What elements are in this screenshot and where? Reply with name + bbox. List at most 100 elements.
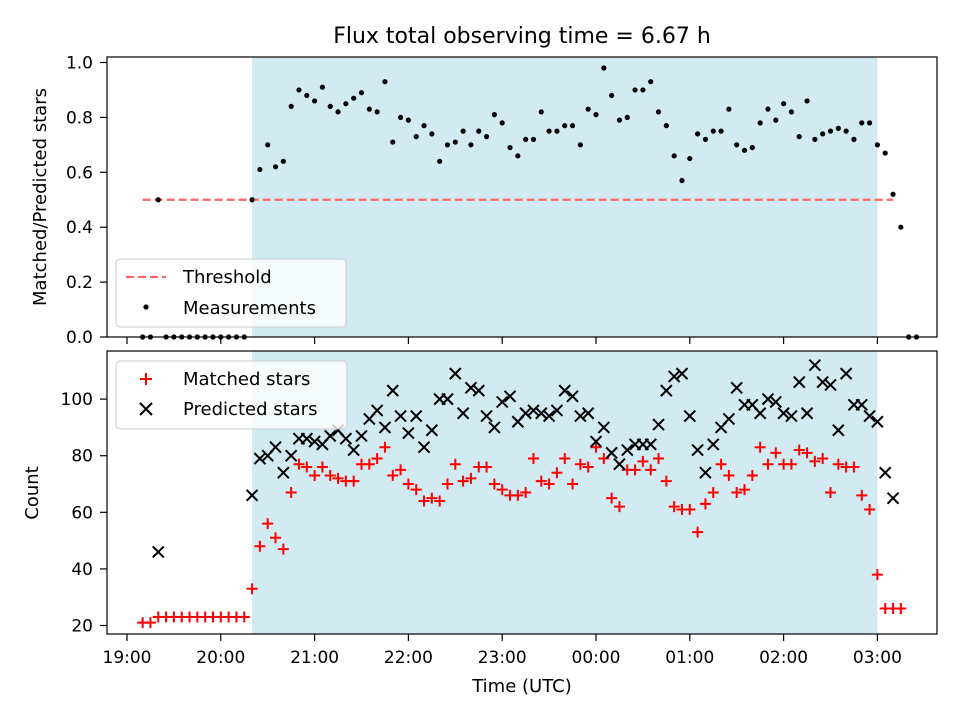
- measurement-point: [671, 153, 677, 159]
- predicted-star-point: [839, 367, 853, 380]
- matched-star-point: [496, 484, 508, 496]
- predicted-star-point: [253, 452, 267, 465]
- measurement-point: [343, 101, 349, 107]
- predicted-star-point: [691, 443, 704, 457]
- ratio-axes: 0.0 0.2 0.4 0.6 0.8 1.0: [66, 53, 879, 348]
- legend-matched-label: Matched stars: [183, 369, 310, 390]
- count-ytick-label: 100: [61, 390, 93, 410]
- predicted-star-point: [613, 457, 626, 471]
- predicted-star-point: [550, 404, 564, 417]
- matched-star-point: [731, 487, 743, 498]
- matched-star-point: [598, 453, 610, 465]
- matched-star-point: [825, 487, 836, 498]
- predicted-star-point: [574, 409, 587, 423]
- measurement-point: [757, 120, 763, 126]
- matched-star-point: [692, 526, 704, 538]
- measurement-point: [624, 114, 630, 120]
- predicted-star-point: [410, 409, 423, 423]
- predicted-star-point: [417, 441, 431, 454]
- predicted-star-point: [386, 384, 399, 397]
- measurement-point: [695, 131, 701, 137]
- matched-star-point: [684, 503, 696, 515]
- predicted-star-point: [800, 407, 814, 420]
- predicted-star-point: [675, 367, 689, 380]
- count-panel: 20 40 60 80 100 19:00 20:00 21:00 22:00 23:00 00:0…: [22, 350, 938, 697]
- measurement-point: [702, 136, 709, 142]
- ratio-ylabel: Matched/Predicted stars: [30, 88, 51, 306]
- predicted-star-point: [707, 438, 720, 451]
- measurement-point: [444, 142, 451, 148]
- count-xtick-label: 03:00: [853, 648, 902, 668]
- measurement-point: [437, 158, 443, 164]
- predicted-star-point: [730, 381, 743, 394]
- measurement-point: [265, 142, 271, 148]
- matched-star-point: [387, 470, 399, 482]
- measurement-point: [843, 128, 849, 134]
- predicted-star-point: [808, 358, 822, 372]
- measurement-point: [851, 136, 857, 142]
- measurement-point: [655, 109, 662, 115]
- matched-star-point: [637, 455, 649, 467]
- predicted-star-point: [488, 421, 501, 434]
- predicted-star-point: [855, 398, 868, 411]
- legend-predicted-swatch: [139, 402, 153, 416]
- predicted-star-point: [308, 435, 321, 448]
- measurement-point: [577, 142, 583, 148]
- matched-star-point: [418, 495, 430, 507]
- measurement-point: [835, 125, 841, 131]
- matched-star-point: [371, 453, 383, 465]
- measurement-point: [765, 106, 771, 112]
- measurement-point: [781, 101, 787, 107]
- measurement-point: [663, 123, 669, 129]
- measurement-point: [413, 134, 419, 140]
- matched-star-point: [590, 441, 602, 453]
- predicted-star-point: [644, 438, 657, 451]
- measurement-point: [335, 109, 341, 115]
- measurement-point: [687, 155, 693, 162]
- matched-star-point: [543, 478, 555, 490]
- measurement-point: [546, 128, 552, 134]
- ratio-ytick-label: 0.6: [66, 163, 93, 183]
- predicted-star-point: [284, 449, 298, 462]
- count-xtick-label: 19:00: [103, 648, 152, 668]
- measurement-point: [632, 87, 638, 93]
- predicted-star-point: [495, 395, 509, 409]
- matched-star-point: [746, 470, 758, 482]
- matched-star-point: [559, 453, 571, 465]
- matched-star-point: [449, 458, 461, 470]
- matched-star-point: [817, 453, 829, 465]
- ratio-legend-box: [115, 258, 347, 328]
- measurement-point: [327, 103, 333, 110]
- measurement-point: [710, 128, 716, 134]
- matched-star-point: [832, 458, 844, 470]
- matched-star-point: [144, 617, 156, 629]
- matched-star-point: [246, 583, 258, 595]
- matched-star-point: [699, 498, 711, 510]
- matched-star-point: [488, 478, 500, 490]
- count-legend-box: [115, 360, 348, 430]
- measurement-point: [773, 117, 779, 123]
- matched-star-point: [715, 458, 727, 470]
- predicted-star-point: [699, 466, 712, 479]
- count-ylabel: Count: [22, 466, 43, 519]
- predicted-star-point: [402, 426, 415, 440]
- matched-star-point: [848, 461, 860, 473]
- predicted-star-point: [581, 407, 595, 420]
- count-ytick-label: 60: [71, 503, 93, 523]
- measurement-point: [749, 144, 755, 151]
- legend-measurement-label: Measurements: [183, 298, 316, 319]
- matched-star-point: [332, 472, 344, 484]
- matched-star-point: [668, 501, 680, 513]
- measurement-point: [499, 120, 505, 126]
- matched-star-point: [457, 475, 469, 487]
- predicted-star-point: [605, 446, 618, 460]
- predicted-star-point: [886, 491, 900, 505]
- measurement-point: [616, 117, 623, 123]
- measurement-point: [593, 112, 599, 118]
- measurement-point: [421, 123, 427, 129]
- matched-star-point: [895, 603, 907, 615]
- measurement-point: [530, 136, 537, 142]
- count-xtick-label: 22:00: [384, 648, 433, 668]
- matched-star-point: [402, 478, 414, 490]
- measurement-point: [882, 150, 888, 156]
